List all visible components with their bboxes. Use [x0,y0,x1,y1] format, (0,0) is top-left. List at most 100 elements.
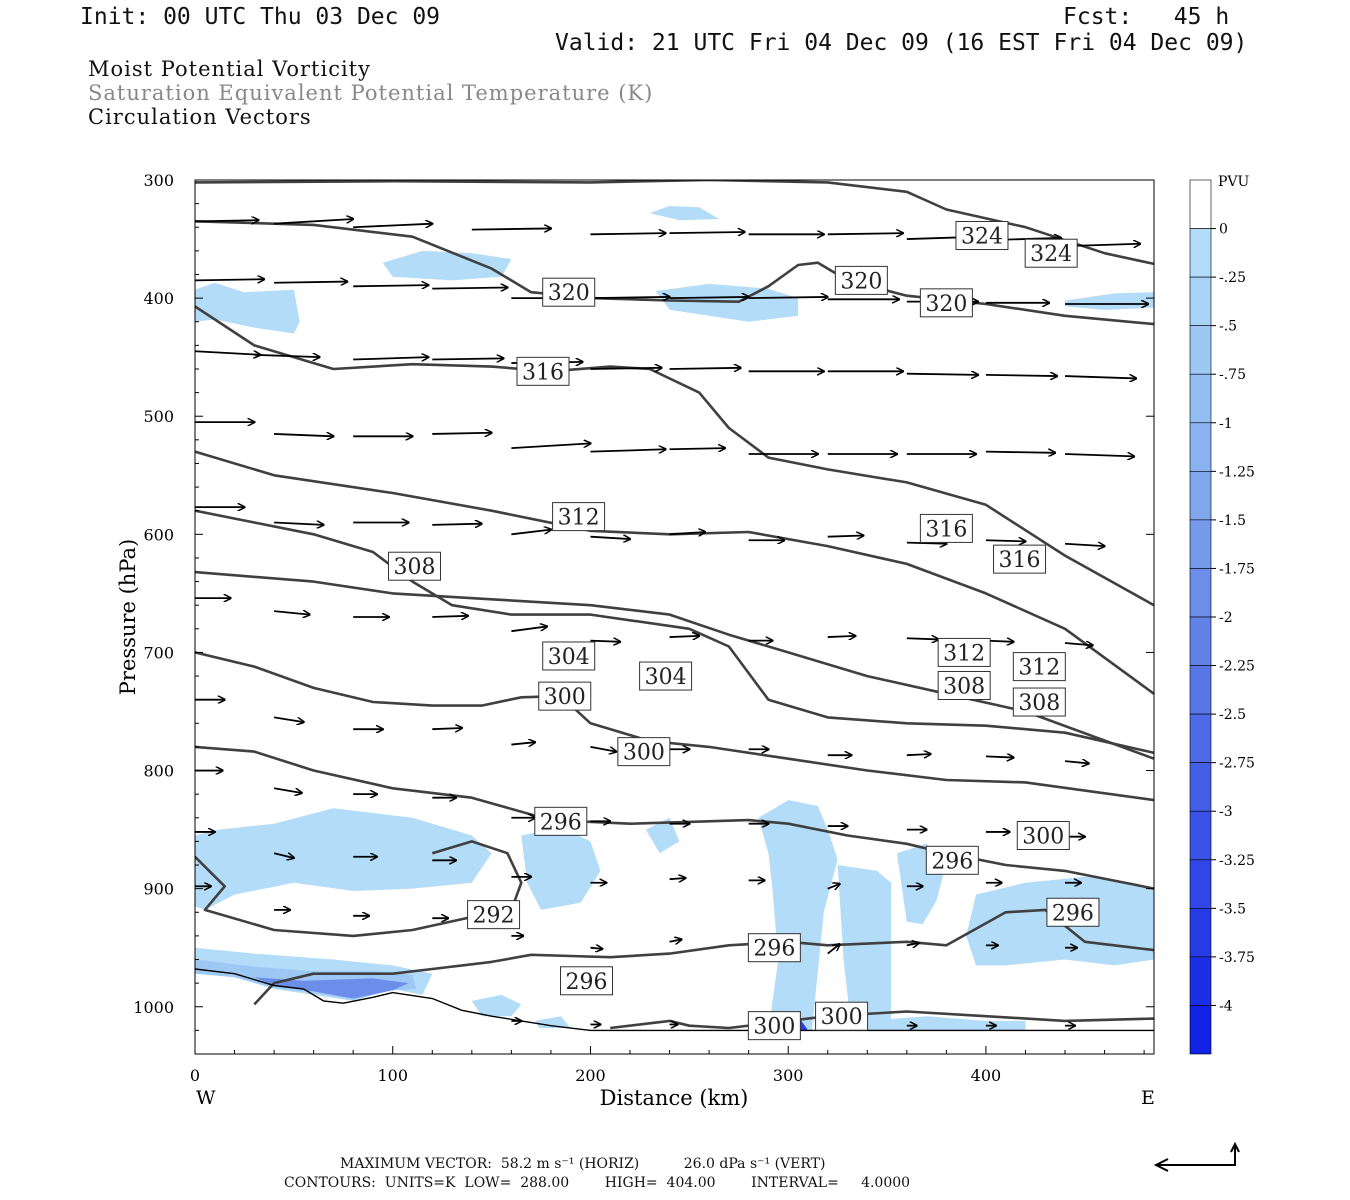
circulation-vector [353,357,428,359]
contour-label-box [834,265,888,295]
contour-label-box [467,900,521,930]
x-tick-label: 200 [575,1066,606,1085]
legend-level-label: -1.5 [1219,513,1246,529]
circulation-vector [590,948,602,949]
terrain-line [195,968,1154,1032]
y-tick-label: 700 [143,643,174,662]
legend-swatch [1189,276,1212,326]
circulation-vector [669,636,700,637]
contour-label-312: 312 [1012,652,1066,682]
contour-label-308: 308 [1012,687,1066,717]
y-tick-label: 300 [143,171,174,190]
circulation-vector [669,448,725,449]
east-end-label: E [1141,1087,1155,1109]
contour-label-text: 312 [1018,656,1060,681]
circulation-vector [1064,376,1136,378]
legend-level-label: 0 [1219,222,1228,238]
circulation-vector [906,374,978,375]
legend-swatch [1189,810,1212,861]
pv-legend: PVU 0 -.25 -.5 -.75 -1 -1.25 -1.5 -1.75 -2 -2.25 -2… [1189,174,1255,1055]
pv-region [254,977,409,999]
circulation-vector [748,297,828,298]
circulation-vector [669,297,749,298]
legend-level-label: -2.75 [1219,756,1255,772]
contour-label-296: 296 [560,966,614,996]
contour-label-text: 316 [999,548,1041,573]
contour-label-300: 300 [538,681,592,711]
contour-label-box [919,513,973,543]
circulation-vector [906,543,947,544]
valid-time: Valid: 21 UTC Fri 04 Dec 09 (16 EST Fri … [555,30,1248,56]
circulation-vector [432,524,481,525]
circulation-vector [985,540,1026,541]
theta-contour-324 [195,180,1154,266]
legend-swatch [1189,713,1212,763]
contour-label-text: 312 [943,641,985,666]
contour-label-text: 300 [821,1005,863,1030]
x-tick-label: 400 [971,1066,1002,1085]
circulation-vector [471,228,551,229]
legend-level-label: -.75 [1219,367,1246,383]
contour-label-308: 308 [387,551,441,581]
circulation-vector [827,636,856,637]
contour-label-296: 296 [925,845,979,875]
contour-label-text: 296 [1052,901,1094,926]
x-axis-label: Distance (km) [600,1086,749,1110]
title-line-2: Saturation Equivalent Potential Temperat… [88,81,654,105]
legend-level-label: -1.75 [1219,561,1255,577]
contour-label-300: 300 [1016,821,1070,850]
circulation-vector [195,220,258,221]
legend-swatch [1189,373,1212,424]
contour-label-box [937,637,991,667]
contour-label-text: 324 [1030,242,1072,267]
y-tick-label: 400 [143,289,174,308]
theta-contour-292 [195,840,523,938]
init-time: Init: 00 UTC Thu 03 Dec 09 [80,4,441,30]
circulation-vector [432,358,503,359]
y-tick-label: 900 [143,880,174,899]
pv-region [645,817,680,854]
circulation-vector [590,449,665,451]
y-axis-label: Pressure (hPa) [116,539,140,695]
x-tick-label: 300 [773,1066,804,1085]
circulation-vector [273,787,302,793]
contour-label-324: 324 [955,221,1009,251]
circulation-vector [906,754,931,755]
legend-swatch [1189,228,1212,278]
legend-swatch [1189,665,1212,715]
circulation-vector [511,443,590,450]
contour-label-320: 320 [834,265,888,295]
contour-label-text: 300 [544,685,586,710]
contour-label-316: 316 [993,544,1047,574]
contour-label-304: 304 [639,661,693,691]
circulation-vector [590,297,669,298]
axes: 0 100 200 300 400 300 400 500 600 700 800 900 1000 [133,171,1154,1085]
legend-level-label: -3.25 [1219,853,1255,869]
contour-label-text: 316 [925,517,967,542]
circulation-vector [273,852,294,858]
contour-label-text: 320 [840,269,882,294]
contour-label-box [747,1011,801,1041]
theta-contour-308 [195,509,1154,755]
contour-label-text: 292 [473,904,515,929]
theta-contour-312 [195,450,1154,695]
contour-label-box [1016,821,1070,850]
contour-label-box [937,671,991,701]
legend-swatch [1189,471,1212,521]
contour-label-308: 308 [937,671,991,701]
max-vector-note: MAXIMUM VECTOR: 58.2 m s⁻¹ (HORIZ) 26.0 … [340,1156,826,1172]
title-line-1: Moist Potential Vorticity [88,57,371,81]
circulation-vector [906,943,919,945]
legend-level-label: -4 [1219,998,1233,1014]
contour-label-292: 292 [467,900,521,930]
contour-label-text: 308 [393,555,435,580]
legend-swatch [1189,325,1212,375]
contour-label-316: 316 [919,513,973,543]
contour-label-box [1012,652,1066,682]
pv-region [195,808,492,910]
circulation-vector [353,224,432,229]
legend-level-label: -2 [1219,610,1233,626]
circulation-vector [827,536,864,537]
contour-label-text: 300 [1022,825,1064,850]
contour-label-box [925,845,979,875]
